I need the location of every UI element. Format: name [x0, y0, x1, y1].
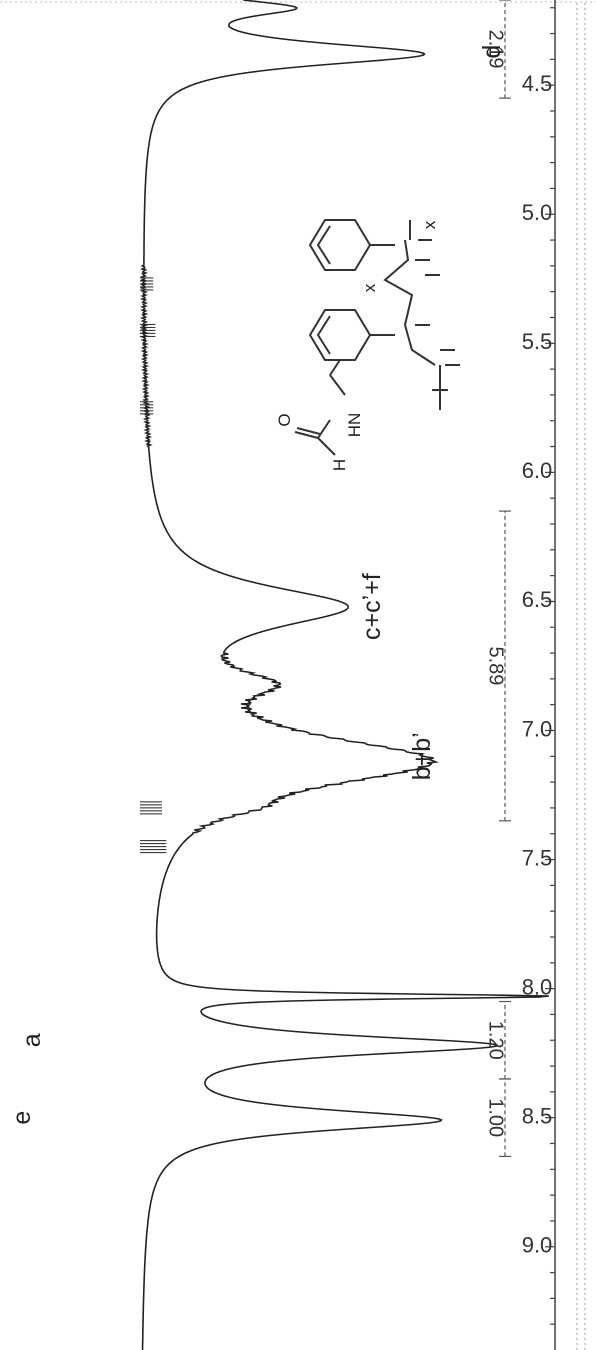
atom-hn: HN [345, 413, 364, 438]
tick-label-5.5: 5.5 [522, 329, 553, 354]
tick-label-9.0: 9.0 [522, 1233, 553, 1258]
tick-label-6.0: 6.0 [522, 458, 553, 483]
peak-label-3: c+c’+f [358, 573, 386, 640]
integral-marks: 1.00 1.20 5.89 2.19 [485, 0, 511, 1158]
integral-value-2.19: 2.19 [485, 30, 507, 69]
subscript-x-1: x [360, 283, 379, 292]
polymer-backbone [383, 220, 460, 410]
peak-label-0: e [8, 1111, 36, 1125]
subscript-x-2: x [420, 220, 439, 229]
integral-value-5.89: 5.89 [485, 646, 507, 685]
tick-label-4.5: 4.5 [522, 71, 553, 96]
integral-value-1.20: 1.20 [485, 1021, 507, 1060]
spectrum-trace [139, 0, 549, 1350]
atom-o: O [275, 413, 294, 426]
tick-label-8.0: 8.0 [522, 974, 553, 999]
integral-value-1.00: 1.00 [485, 1098, 507, 1137]
phenyl-ring [308, 219, 395, 271]
peak-label-1: a [18, 1033, 46, 1047]
tick-label-6.5: 6.5 [522, 587, 553, 612]
chemical-structure: HN O H x x [275, 219, 460, 471]
peak-label-4: d [478, 45, 506, 59]
x-axis: 9.0 8.5 8.0 7.5 7.0 6.5 6.0 5.5 5.0 4.5 [522, 0, 556, 1350]
tick-label-7.5: 7.5 [522, 845, 553, 870]
tick-label-5.0: 5.0 [522, 200, 553, 225]
formamide-group [294, 374, 346, 456]
benzyl-ring [308, 309, 395, 376]
spectrum-line [139, 0, 549, 1350]
tick-label-8.5: 8.5 [522, 1103, 553, 1128]
tick-label-7.0: 7.0 [522, 716, 553, 741]
atom-h: H [330, 459, 349, 471]
peak-label-2: b+b’ [408, 732, 436, 780]
peak-labels: e a b+b’ c+c’+f d [8, 45, 506, 1125]
